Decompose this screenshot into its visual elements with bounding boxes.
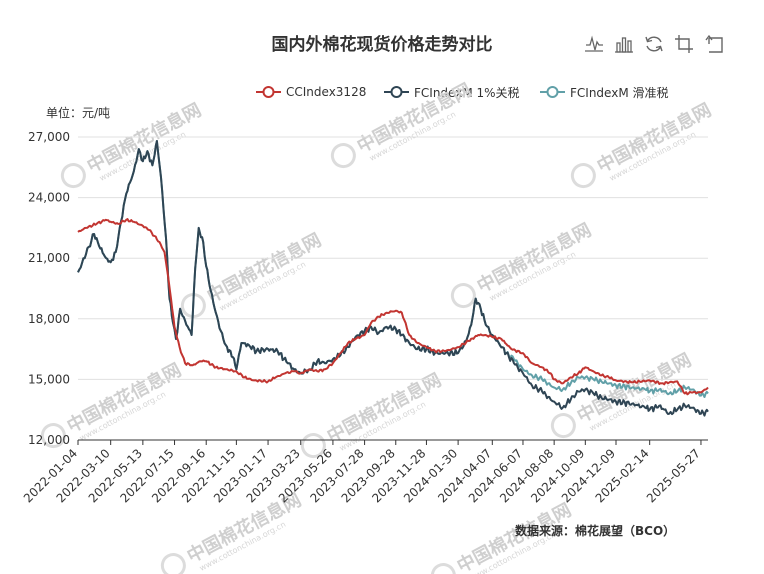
legend-marker-icon bbox=[540, 86, 565, 98]
y-tick-label: 21,000 bbox=[28, 251, 70, 265]
x-tick-label: 2025-05-27 bbox=[644, 446, 703, 505]
legend-label-fc1: FCIndexM 1%关税 bbox=[414, 85, 520, 100]
bar-chart-icon[interactable] bbox=[613, 33, 635, 55]
series-line-1 bbox=[77, 140, 709, 417]
y-axis-unit-label: 单位：元/吨 bbox=[46, 106, 111, 120]
legend-label-cc: CCIndex3128 bbox=[286, 85, 367, 99]
y-tick-label: 24,000 bbox=[28, 191, 70, 205]
y-tick-label: 12,000 bbox=[28, 433, 70, 447]
chart-title: 国内外棉花现货价格走势对比 bbox=[271, 35, 493, 55]
legend: CCIndex3128 FCIndexM 1%关税 FCIndexM 滑准税 bbox=[0, 82, 764, 102]
legend-item-cc[interactable]: CCIndex3128 bbox=[256, 82, 366, 102]
axes: 12,00015,00018,00021,00024,00027,0002022… bbox=[21, 130, 708, 505]
crop-icon[interactable] bbox=[673, 33, 695, 55]
legend-item-fc1[interactable]: FCIndexM 1%关税 bbox=[384, 82, 520, 102]
data-source-note: 数据来源：棉花展望（BCO） bbox=[515, 524, 676, 538]
restore-icon[interactable] bbox=[643, 33, 665, 55]
series-line-2 bbox=[77, 140, 709, 398]
series-line-0 bbox=[77, 218, 709, 396]
grid-lines bbox=[78, 136, 708, 380]
line-chart-icon[interactable] bbox=[583, 33, 605, 55]
y-tick-label: 15,000 bbox=[28, 372, 70, 386]
legend-marker-icon bbox=[256, 86, 281, 98]
legend-item-fc2[interactable]: FCIndexM 滑准税 bbox=[540, 82, 669, 102]
series-lines bbox=[77, 140, 709, 417]
y-tick-label: 18,000 bbox=[28, 312, 70, 326]
undo-icon[interactable] bbox=[703, 33, 725, 55]
legend-marker-icon bbox=[384, 86, 409, 98]
y-tick-label: 27,000 bbox=[28, 130, 70, 144]
legend-label-fc2: FCIndexM 滑准税 bbox=[570, 85, 669, 100]
